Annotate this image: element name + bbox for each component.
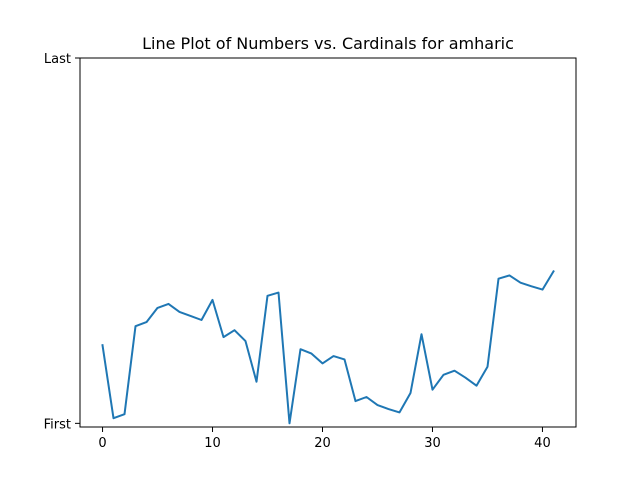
x-tick-label: 0 xyxy=(98,436,106,451)
y-tick-label: Last xyxy=(44,52,71,67)
chart-title: Line Plot of Numbers vs. Cardinals for a… xyxy=(142,34,514,53)
x-tick-label: 10 xyxy=(204,436,221,451)
axis-ticks: 0 10 20 30 40 First Last xyxy=(44,52,551,451)
series-line-0 xyxy=(101,270,555,425)
x-tick-label: 40 xyxy=(534,436,551,451)
plot-frame xyxy=(79,57,577,428)
x-tick-label: 30 xyxy=(424,436,441,451)
x-tick-label: 20 xyxy=(314,436,331,451)
y-tick-label: First xyxy=(44,417,71,432)
series-group xyxy=(101,270,555,425)
